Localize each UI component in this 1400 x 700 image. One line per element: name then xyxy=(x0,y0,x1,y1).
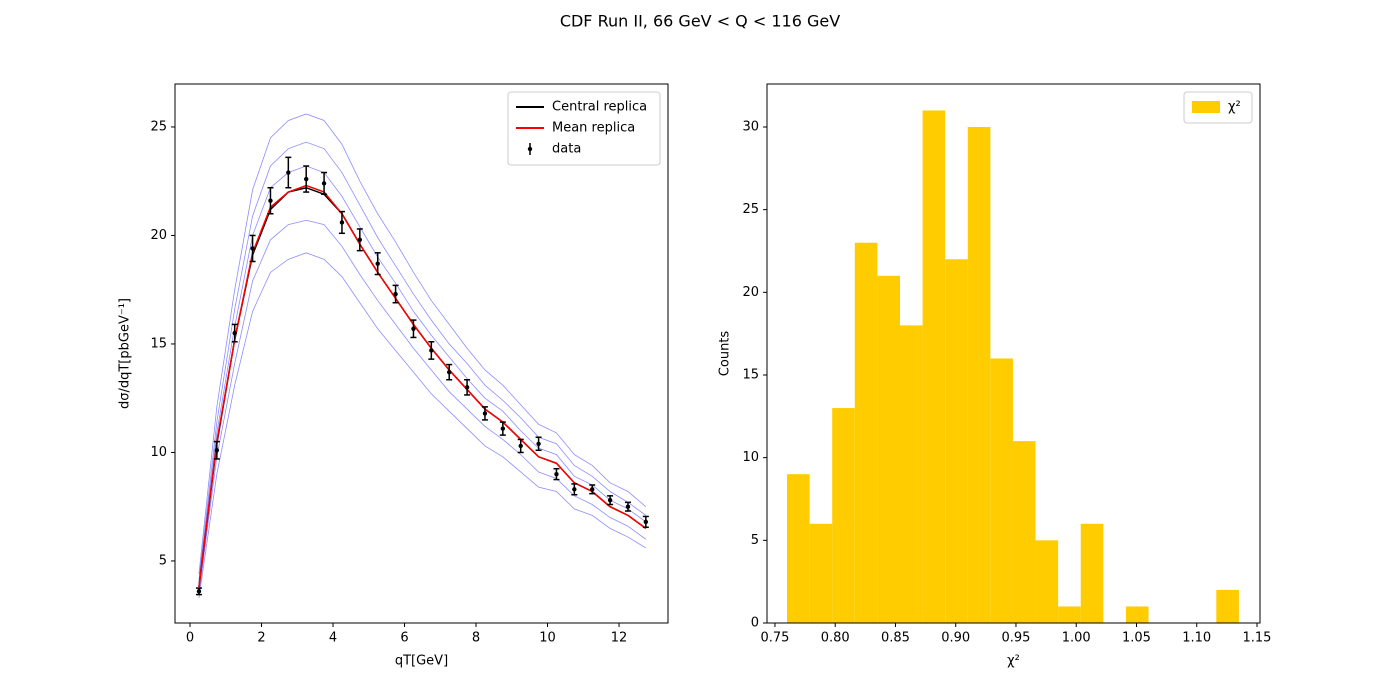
legend-swatch xyxy=(527,146,533,152)
series-line xyxy=(198,184,647,588)
y-tick-label: 30 xyxy=(742,119,759,134)
legend-label: data xyxy=(552,142,581,157)
data-point xyxy=(643,519,649,525)
data-point xyxy=(590,487,595,492)
data-point xyxy=(232,330,237,336)
data-point xyxy=(196,589,202,594)
x-axis-label: qT[GeV] xyxy=(395,654,448,669)
x-tick-label: 0.90 xyxy=(941,631,970,646)
x-tick-label: 0.85 xyxy=(881,631,910,646)
data-point xyxy=(447,369,452,375)
histogram-bar xyxy=(945,259,968,623)
data-point xyxy=(464,385,470,390)
data-point xyxy=(429,348,434,353)
y-axis-label: Counts xyxy=(718,331,733,377)
data-point xyxy=(411,326,416,331)
histogram-bar xyxy=(787,474,810,623)
x-tick-label: 10 xyxy=(539,631,556,646)
x-tick-label: 12 xyxy=(611,631,628,646)
y-axis-label: dσ/dqT[pbGeV⁻¹] xyxy=(118,298,133,409)
x-tick-label: 1.05 xyxy=(1122,631,1151,646)
data-point xyxy=(500,426,506,431)
x-axis-label: χ² xyxy=(1007,654,1020,669)
replica-line xyxy=(198,219,647,594)
x-tick-label: 4 xyxy=(329,631,337,646)
y-tick-label: 20 xyxy=(150,228,167,243)
y-tick-label: 0 xyxy=(751,616,759,631)
y-tick-label: 20 xyxy=(742,285,759,300)
data-point xyxy=(357,237,363,242)
plot-area xyxy=(195,113,649,598)
x-tick-label: 6 xyxy=(400,631,408,646)
data-point xyxy=(304,176,309,182)
legend-label: Mean replica xyxy=(552,121,635,136)
x-tick-label: 2 xyxy=(257,631,265,646)
y-tick-label: 25 xyxy=(742,202,759,217)
histogram-bar xyxy=(1216,589,1239,623)
x-tick-label: 1.15 xyxy=(1243,631,1272,646)
data-point xyxy=(482,411,488,416)
y-tick-label: 15 xyxy=(150,336,167,351)
histogram-bar xyxy=(1080,523,1104,623)
y-tick-label: 15 xyxy=(742,367,759,382)
replica-line xyxy=(198,165,647,583)
x-tick-label: 0.95 xyxy=(1001,631,1030,646)
y-tick-label: 10 xyxy=(150,445,167,460)
data-point xyxy=(339,220,345,225)
replica-line xyxy=(198,252,647,598)
histogram-bar xyxy=(967,126,991,623)
histogram-bar xyxy=(854,242,878,623)
y-tick-label: 10 xyxy=(742,450,759,465)
data-point xyxy=(214,448,220,453)
histogram-bar xyxy=(877,275,900,623)
y-tick-label: 5 xyxy=(159,553,167,568)
legend-swatch xyxy=(1192,101,1220,113)
y-tick-label: 5 xyxy=(751,533,759,548)
legend-box xyxy=(507,91,661,166)
legend-label: Central replica xyxy=(552,100,647,115)
x-tick-label: 1.00 xyxy=(1062,631,1091,646)
x-tick-label: 0 xyxy=(186,631,194,646)
legend-label: χ² xyxy=(1228,100,1241,115)
histogram-bar xyxy=(922,110,946,623)
x-tick-label: 8 xyxy=(472,631,480,646)
histogram-bar xyxy=(990,358,1013,623)
plot-area xyxy=(787,110,1239,623)
data-point xyxy=(375,261,380,266)
figure-title: CDF Run II, 66 GeV < Q < 116 GeV xyxy=(560,12,840,31)
histogram-bar xyxy=(809,523,833,623)
data-point xyxy=(250,246,255,251)
data-point xyxy=(536,441,541,446)
histogram-bar xyxy=(1012,441,1036,623)
x-tick-label: 0.75 xyxy=(760,631,789,646)
data-point xyxy=(554,471,559,477)
histogram-bar xyxy=(1058,606,1081,623)
data-point xyxy=(625,504,631,509)
x-tick-label: 0.80 xyxy=(821,631,850,646)
replica-line xyxy=(198,113,647,575)
histogram-bar xyxy=(899,325,923,623)
histogram-bar xyxy=(1125,606,1149,623)
y-tick-label: 25 xyxy=(150,119,167,134)
legend: Central replica Mean replica data xyxy=(507,91,661,166)
data-point xyxy=(321,181,327,186)
histogram-bar xyxy=(1035,540,1059,623)
replica-line xyxy=(198,141,647,581)
data-point xyxy=(393,291,398,297)
data-point xyxy=(286,170,291,175)
histogram-bar xyxy=(832,408,855,623)
legend: χ² xyxy=(1183,91,1253,124)
axes-frame xyxy=(174,83,669,624)
axes-frame xyxy=(766,83,1261,624)
data-point xyxy=(607,497,613,503)
data-point xyxy=(268,198,273,203)
data-point xyxy=(518,443,523,449)
x-tick-label: 1.10 xyxy=(1182,631,1211,646)
data-point xyxy=(572,487,577,492)
